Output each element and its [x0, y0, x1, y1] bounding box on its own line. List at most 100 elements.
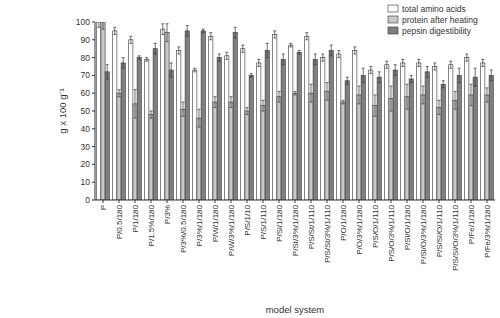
error-bar [486, 88, 489, 102]
bar [389, 99, 393, 200]
bar [309, 93, 313, 200]
error-bar [202, 29, 205, 33]
x-tick-label: P/W/1/180 [211, 204, 220, 242]
y-tick-label: 70 [81, 70, 91, 80]
bar [421, 95, 425, 200]
error-bar [390, 86, 393, 111]
x-tick-label: P/Sl/1/180 [275, 204, 284, 241]
bar [361, 75, 365, 200]
x-tick-label: P/S/St/1/110 [307, 204, 316, 249]
error-bar [330, 45, 333, 56]
x-tick [135, 200, 136, 203]
bar [457, 75, 461, 200]
bar [417, 63, 421, 200]
error-bar [426, 67, 429, 78]
error-bar [262, 100, 265, 111]
bar [261, 106, 265, 200]
error-bar [214, 97, 217, 108]
error-bar [401, 59, 404, 66]
error-bar [273, 31, 276, 38]
y-axis-label: g x 100 g⁻¹ [57, 88, 68, 133]
x-tick-label: P/0.5/180 [115, 204, 124, 239]
legend-swatch [388, 27, 398, 34]
bar [485, 95, 489, 200]
error-bar [170, 63, 173, 77]
x-tick-label: P/S/St/3%/1/110 [323, 204, 332, 263]
bar [341, 102, 345, 200]
y-tick-label: 90 [81, 35, 91, 45]
error-bar [305, 33, 308, 40]
x-tick [359, 200, 360, 203]
error-bar [218, 54, 221, 61]
x-tick [391, 200, 392, 203]
bar [177, 50, 181, 200]
error-bar [161, 24, 164, 35]
error-bar [182, 102, 185, 116]
error-bar [154, 43, 157, 54]
error-bar [257, 59, 260, 66]
bar [289, 45, 293, 200]
x-tick-label: P/3% [163, 205, 172, 224]
bar [129, 40, 133, 200]
bar [161, 29, 165, 200]
bar [185, 31, 189, 200]
bar [233, 33, 237, 200]
error-bar [166, 24, 169, 42]
bar [105, 72, 109, 200]
x-tick-label: P/3%/1/180 [195, 204, 204, 246]
bar [181, 109, 185, 200]
error-bar [241, 45, 244, 52]
bars [97, 22, 494, 200]
x-tick [183, 200, 184, 203]
y-tick-label: 10 [81, 177, 91, 187]
error-bar [129, 36, 132, 43]
error-bar [406, 84, 409, 109]
bar [201, 31, 205, 200]
x-tick [439, 200, 440, 203]
x-tick-label: P/Sl/O/1/180 [403, 204, 412, 250]
bar [393, 70, 397, 200]
error-bar [474, 68, 477, 86]
error-bar [378, 72, 381, 83]
error-bar [198, 109, 201, 127]
error-bar [225, 52, 228, 59]
bar [149, 115, 153, 200]
error-bar [481, 59, 484, 66]
error-bar [278, 91, 281, 102]
x-tick-label: P/1.5%/180 [147, 204, 156, 246]
bar [217, 58, 221, 200]
error-bar [209, 33, 212, 40]
y-tick-label: 40 [81, 124, 91, 134]
y-tick [92, 39, 95, 40]
x-tick [487, 200, 488, 203]
error-bar [314, 54, 317, 65]
legend-swatch [388, 5, 398, 12]
error-bar [145, 58, 148, 62]
error-bar [186, 26, 189, 37]
x-tick-label: P/S/O/3%/1/110 [387, 204, 396, 261]
error-bar [342, 100, 345, 104]
bar [209, 36, 213, 200]
error-bar [410, 75, 413, 82]
y-tick [92, 164, 95, 165]
error-bar [433, 63, 436, 70]
bar [449, 65, 453, 200]
error-bar [102, 22, 105, 29]
bar [369, 70, 373, 200]
error-bar [118, 90, 121, 97]
bar [441, 84, 445, 200]
x-tick-label: P [99, 205, 108, 210]
x-tick [151, 200, 152, 203]
bar [277, 97, 281, 200]
y-tick-label: 50 [81, 106, 91, 116]
x-tick [311, 200, 312, 203]
x-tick-label: P/3%/0.5/180 [179, 204, 188, 253]
x-tick [199, 200, 200, 203]
bar [297, 52, 301, 200]
bar [245, 111, 249, 200]
bar [489, 75, 493, 200]
error-bar [193, 68, 196, 72]
error-bar [150, 111, 153, 118]
bar [97, 22, 101, 200]
bar [373, 106, 377, 200]
